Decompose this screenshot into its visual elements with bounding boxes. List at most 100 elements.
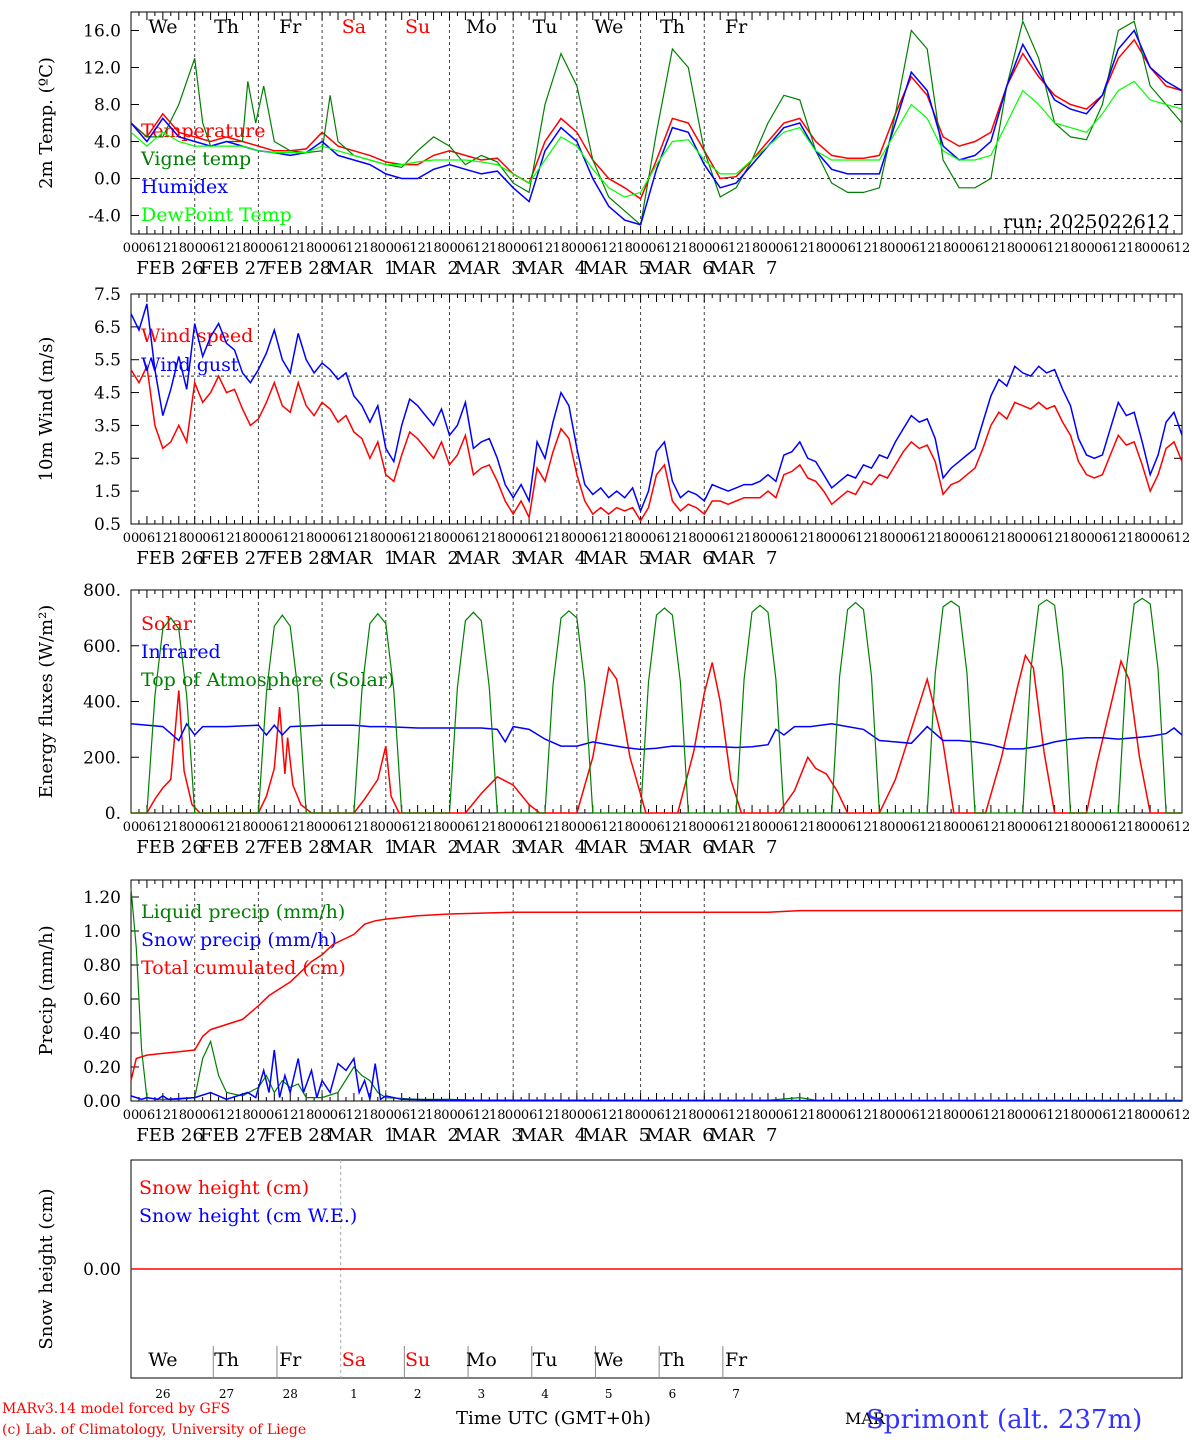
weekday-label: We xyxy=(594,16,623,38)
x-hour-label: 06 xyxy=(648,241,665,256)
x-hour-label: 06 xyxy=(202,531,219,546)
x-hour-label: 06 xyxy=(967,241,984,256)
x-date-label: FEB 28 xyxy=(264,548,331,569)
x-hour-label: 12 xyxy=(664,820,681,835)
y-tick-label: 400. xyxy=(83,693,121,713)
x-hour-label: 00 xyxy=(1142,531,1159,546)
x-hour-label: 12 xyxy=(983,1108,1000,1123)
x-hour-label: 12 xyxy=(600,820,617,835)
x-hour-label: 00 xyxy=(186,1108,203,1123)
x-hour-label: 18 xyxy=(616,1108,633,1123)
x-hour-label: 18 xyxy=(1126,1108,1143,1123)
x-hour-label: 18 xyxy=(1062,241,1079,256)
x-date-label: MAR 3 xyxy=(455,548,523,569)
x-hour-label: 18 xyxy=(935,531,952,546)
weekday-label: We xyxy=(594,1349,623,1371)
x-hour-label: 18 xyxy=(425,531,442,546)
x-hour-label: 18 xyxy=(234,241,251,256)
x-hour-label: 00 xyxy=(314,241,331,256)
x-hour-label: 06 xyxy=(330,241,347,256)
x-hour-label: 06 xyxy=(457,820,474,835)
x-hour-label: 06 xyxy=(139,1108,156,1123)
x-date-label: MAR 7 xyxy=(710,258,778,279)
x-date-label: MAR 7 xyxy=(710,837,778,858)
x-hour-label: 18 xyxy=(744,1108,761,1123)
x-hour-label: 18 xyxy=(362,531,379,546)
x-axis-title: Time UTC (GMT+0h) xyxy=(456,1408,651,1429)
x-hour-label: 18 xyxy=(744,531,761,546)
x-hour-label: 00 xyxy=(760,241,777,256)
legend-entry: Vigne temp xyxy=(140,148,251,170)
x-hour-label: 12 xyxy=(155,241,172,256)
weekday-label: Sa xyxy=(342,16,366,38)
x-hour-label: 18 xyxy=(234,820,251,835)
x-hour-label: 12 xyxy=(1046,241,1063,256)
x-hour-label: 00 xyxy=(1142,1108,1159,1123)
x-hour-label: 12 xyxy=(919,241,936,256)
day-number-label: 3 xyxy=(478,1387,486,1401)
day-number-label: 28 xyxy=(283,1387,298,1401)
weekday-label: Tu xyxy=(533,16,558,38)
x-hour-label: 18 xyxy=(489,1108,506,1123)
weekday-label: Th xyxy=(214,1349,239,1371)
x-hour-label: 06 xyxy=(903,531,920,546)
x-date-label: FEB 28 xyxy=(264,837,331,858)
x-hour-label: 00 xyxy=(569,531,586,546)
x-hour-label: 00 xyxy=(378,1108,395,1123)
x-hour-label: 18 xyxy=(999,241,1016,256)
x-hour-label: 00 xyxy=(441,820,458,835)
x-hour-label: 06 xyxy=(139,531,156,546)
x-date-label: MAR 1 xyxy=(327,258,395,279)
x-hour-label: 06 xyxy=(266,241,283,256)
x-date-label: MAR 4 xyxy=(518,837,586,858)
x-hour-label: 18 xyxy=(425,820,442,835)
x-date-label: MAR 5 xyxy=(582,548,650,569)
x-hour-label: 18 xyxy=(999,820,1016,835)
x-hour-label: 06 xyxy=(903,820,920,835)
weekday-label: Mo xyxy=(466,1349,497,1371)
x-hour-label: 06 xyxy=(202,820,219,835)
x-hour-label: 06 xyxy=(457,241,474,256)
y-tick-label: 600. xyxy=(83,637,121,657)
x-hour-label: 06 xyxy=(1158,241,1175,256)
x-hour-label: 06 xyxy=(585,820,602,835)
x-date-label: MAR 2 xyxy=(391,258,459,279)
x-hour-label: 06 xyxy=(457,1108,474,1123)
x-hour-label: 12 xyxy=(728,241,745,256)
x-hour-label: 18 xyxy=(1126,531,1143,546)
x-hour-label: 18 xyxy=(489,531,506,546)
x-hour-label: 12 xyxy=(792,531,809,546)
panel-5: 0.00 Snow height (cm) Snow height (cm) Snow… xyxy=(36,1159,1183,1401)
x-hour-label: 06 xyxy=(266,1108,283,1123)
station-name: Sprimont (alt. 237m) xyxy=(866,1405,1142,1435)
x-hour-label: 18 xyxy=(680,1108,697,1123)
x-hour-label: 06 xyxy=(712,531,729,546)
y-tick-label: 0.80 xyxy=(83,956,121,976)
x-hour-label: 12 xyxy=(473,1108,490,1123)
x-hour-label: 00 xyxy=(505,241,522,256)
x-hour-label: 06 xyxy=(393,1108,410,1123)
y-tick-label: 0.00 xyxy=(83,1092,121,1112)
x-date-label: MAR 6 xyxy=(646,258,714,279)
weekday-label: Su xyxy=(405,16,430,38)
x-hour-label: 12 xyxy=(473,820,490,835)
x-date-label: MAR 2 xyxy=(391,548,459,569)
panel-3: 0.200.400.600.800.00 06 12 18 00 06 12 18 00 06 12… xyxy=(36,581,1190,858)
x-hour-label: 18 xyxy=(234,531,251,546)
x-hour-label: 12 xyxy=(473,531,490,546)
x-hour-label: 00 xyxy=(1078,241,1095,256)
x-hour-label: 06 xyxy=(1030,1108,1047,1123)
x-hour-label: 00 xyxy=(823,820,840,835)
x-hour-label: 18 xyxy=(616,820,633,835)
y-tick-label: 4.0 xyxy=(94,133,121,153)
series-line xyxy=(130,38,1183,200)
lab-credit: (c) Lab. of Climatology, University of L… xyxy=(2,1422,306,1438)
x-date-label: MAR 3 xyxy=(455,1125,523,1146)
x-hour-label: 00 xyxy=(951,241,968,256)
x-hour-label: 00 xyxy=(887,820,904,835)
x-hour-label: 12 xyxy=(346,531,363,546)
run-label: run: 2025022612 xyxy=(1003,211,1170,233)
x-hour-label: 00 xyxy=(314,1108,331,1123)
x-date-label: MAR 4 xyxy=(518,548,586,569)
x-date-label: FEB 27 xyxy=(200,258,267,279)
